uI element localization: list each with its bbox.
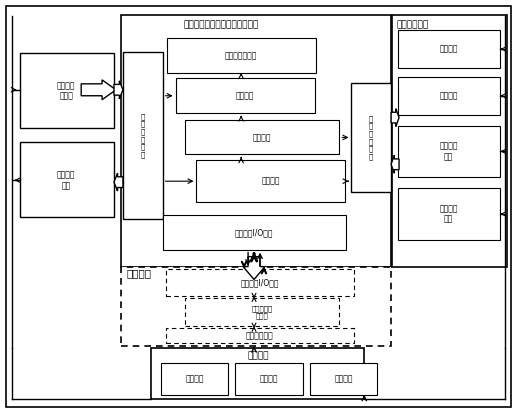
Polygon shape xyxy=(391,109,399,126)
Text: 高层驱动I/O接口: 高层驱动I/O接口 xyxy=(235,228,273,237)
Bar xyxy=(20,143,114,217)
Bar xyxy=(392,15,507,267)
Text: 数据读取: 数据读取 xyxy=(236,91,254,100)
Bar xyxy=(121,267,391,346)
Polygon shape xyxy=(81,80,116,100)
Bar xyxy=(163,215,346,250)
Text: 数据有效性分析: 数据有效性分析 xyxy=(225,52,257,61)
Text: 数
据
传
输
接
口: 数 据 传 输 接 口 xyxy=(141,113,145,158)
Bar xyxy=(151,348,364,399)
Bar xyxy=(186,298,340,326)
Bar xyxy=(165,328,354,343)
Text: 实车行驶状态动态实时回放模块: 实车行驶状态动态实时回放模块 xyxy=(184,20,259,29)
Bar xyxy=(20,53,114,128)
Text: 单次测试: 单次测试 xyxy=(439,44,458,54)
Text: 数
据
传
输
接
口: 数 据 传 输 接 口 xyxy=(369,115,373,160)
Text: 电控系统软
件程序: 电控系统软 件程序 xyxy=(251,305,272,319)
Bar xyxy=(165,269,354,296)
Bar xyxy=(161,363,228,395)
Text: 数据接收: 数据接收 xyxy=(262,177,280,186)
Text: 测试结果
反馈: 测试结果 反馈 xyxy=(439,142,458,161)
Polygon shape xyxy=(243,257,265,279)
Text: 电控系统: 电控系统 xyxy=(127,269,152,279)
Text: 电控系统硬件: 电控系统硬件 xyxy=(246,332,274,341)
Bar xyxy=(166,38,315,73)
Text: 测试报告
生成: 测试报告 生成 xyxy=(439,204,458,224)
Text: 测试目标: 测试目标 xyxy=(260,375,278,383)
Text: 测试计划: 测试计划 xyxy=(334,375,353,383)
Bar xyxy=(235,363,302,395)
Bar xyxy=(398,77,500,115)
Text: 测试需求: 测试需求 xyxy=(247,351,269,360)
Bar xyxy=(196,160,345,202)
Text: 底层驱动I/O接口: 底层驱动I/O接口 xyxy=(241,278,279,287)
Text: 测试数据: 测试数据 xyxy=(185,375,204,383)
Bar xyxy=(310,363,377,395)
Bar xyxy=(121,15,391,267)
Bar xyxy=(398,188,500,240)
Bar xyxy=(398,30,500,68)
Text: 数据格式
化处理: 数据格式 化处理 xyxy=(57,81,75,101)
Bar xyxy=(176,78,315,112)
Text: 数据发送: 数据发送 xyxy=(253,133,271,142)
Polygon shape xyxy=(114,173,123,191)
Bar xyxy=(186,119,340,154)
Bar xyxy=(123,52,163,219)
Text: 验证结果
反馈: 验证结果 反馈 xyxy=(57,171,75,190)
Polygon shape xyxy=(391,155,399,173)
Bar xyxy=(352,83,391,192)
Text: 循环测试: 循环测试 xyxy=(439,91,458,100)
Polygon shape xyxy=(114,81,123,99)
Text: 测试任务模块: 测试任务模块 xyxy=(396,20,428,29)
Bar xyxy=(398,126,500,177)
